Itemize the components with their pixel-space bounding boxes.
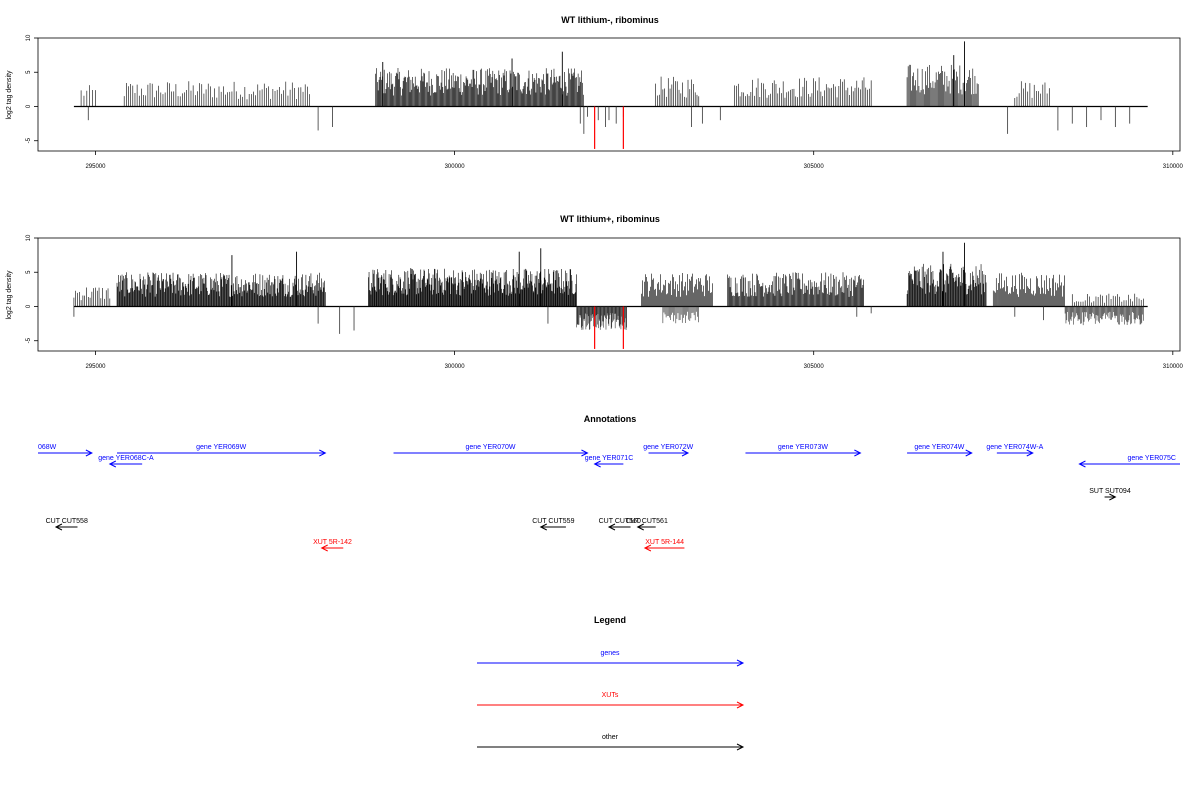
y-axis-label: log2 tag density	[6, 270, 13, 320]
annotation-feature: XUT 5R-142	[313, 539, 352, 552]
annotation-feature: gene YER073W	[745, 444, 862, 457]
feature-arrow-head	[854, 449, 862, 457]
feature-label: XUT 5R-144	[645, 539, 684, 546]
annotation-feature: SUT SUT094	[1089, 488, 1131, 501]
signal-bars	[73, 242, 1148, 349]
feature-arrow-head	[1078, 460, 1086, 468]
x-tick-label: 310000	[1163, 364, 1184, 370]
annotation-feature: 068W	[38, 444, 93, 457]
legend-label: other	[602, 734, 619, 741]
x-tick-label: 295000	[85, 364, 106, 370]
plot-frame	[37, 237, 1181, 352]
feature-label: gene YER071C	[585, 455, 634, 462]
axes: 10 5 0 -5 295000 300000 305000 310000	[26, 34, 1183, 170]
feature-label: gene YER068C-A	[98, 455, 154, 462]
legend-title: Legend	[594, 615, 626, 625]
feature-arrow-head	[965, 449, 973, 457]
y-tick-label: 5	[26, 70, 32, 74]
feature-label: gene YER070W	[465, 444, 515, 451]
annotation-feature: gene YER074W	[907, 444, 973, 457]
feature-label: gene YER069W	[196, 444, 246, 451]
feature-arrow-head	[607, 523, 616, 531]
axes: 10 5 0 -5 295000 300000 305000 310000	[26, 234, 1183, 370]
x-tick-label: 295000	[85, 164, 106, 170]
track-panel-lithium-minus: WT lithium-, ribominus 10 5 0 -5 295000 30000…	[6, 15, 1183, 170]
legend: Legend genes XUTs other	[477, 615, 745, 751]
feature-label: gene YER073W	[778, 444, 828, 451]
signal-bars	[73, 41, 1148, 149]
feature-arrow-head	[1026, 449, 1034, 457]
y-tick-label: -5	[26, 337, 32, 343]
feature-arrow-head	[539, 523, 547, 531]
feature-label: gene YER074W-A	[986, 444, 1043, 451]
annotation-feature: gene YER072W	[643, 444, 694, 457]
feature-arrow-head	[581, 449, 589, 457]
feature-label: gene YER074W	[914, 444, 964, 451]
legend-arrow-head	[736, 701, 745, 709]
y-tick-label: 10	[26, 234, 32, 241]
legend-label: genes	[600, 650, 620, 657]
x-tick-label: 300000	[445, 164, 466, 170]
y-tick-label: -5	[26, 137, 32, 143]
x-tick-label: 300000	[445, 364, 466, 370]
annotation-feature: CUT CUT558	[46, 518, 88, 531]
x-tick-label: 310000	[1163, 164, 1184, 170]
annotation-features: 068W gene YER068C-A gene YER069W gene YER07…	[38, 444, 1180, 552]
feature-arrow-head	[54, 523, 63, 531]
annotation-feature: XUT 5R-144	[643, 539, 685, 552]
legend-label: XUTs	[602, 692, 619, 699]
feature-arrow-head	[319, 449, 327, 457]
feature-arrow-head	[593, 460, 601, 468]
feature-arrow-head	[681, 449, 690, 457]
annotation-feature: gene YER070W	[393, 444, 589, 457]
legend-item: genes	[477, 650, 745, 667]
annotation-feature: gene YER074W-A	[986, 444, 1044, 457]
legend-arrow-head	[736, 659, 745, 667]
annotation-feature: gene YER068C-A	[98, 455, 154, 468]
feature-arrow-head	[1109, 493, 1117, 501]
feature-label: CUT CUT561	[626, 518, 668, 525]
annotations-title: Annotations	[584, 414, 637, 424]
feature-label: CUT CUT559	[532, 518, 574, 525]
track-title-lithium-minus: WT lithium-, ribominus	[561, 15, 659, 25]
y-tick-label: 10	[26, 34, 32, 41]
legend-arrow-head	[736, 743, 745, 751]
feature-label: gene YER075C	[1127, 455, 1176, 462]
annotations-panel: Annotations 068W gene YER068C-A gene YER06…	[38, 414, 1180, 552]
annotation-feature: gene YER075C	[1078, 455, 1180, 468]
track-title-lithium-plus: WT lithium+, ribominus	[560, 214, 660, 224]
annotation-feature: gene YER069W	[117, 444, 327, 457]
feature-label: SUT SUT094	[1089, 488, 1131, 495]
y-axis-label: log2 tag density	[6, 70, 13, 120]
annotation-feature: CUT CUT561	[626, 518, 668, 531]
feature-label: gene YER072W	[643, 444, 693, 451]
y-tick-label: 5	[26, 270, 32, 274]
feature-arrow-head	[320, 544, 328, 552]
feature-arrow-head	[108, 460, 117, 468]
annotation-feature: CUT CUT560	[599, 518, 641, 531]
feature-label: 068W	[38, 444, 57, 451]
feature-label: XUT 5R-142	[313, 539, 352, 546]
y-tick-label: 0	[26, 104, 32, 108]
feature-arrow-head	[636, 523, 644, 531]
feature-arrow-head	[643, 544, 652, 552]
feature-arrow-head	[85, 449, 93, 457]
plot-frame	[37, 37, 1181, 152]
legend-item: XUTs	[477, 692, 745, 709]
feature-label: CUT CUT560	[599, 518, 641, 525]
feature-label: CUT CUT558	[46, 518, 88, 525]
x-tick-label: 305000	[804, 364, 825, 370]
track-panel-lithium-plus: WT lithium+, ribominus 10 5 0 -5 295000 30000…	[6, 214, 1183, 370]
legend-item: other	[477, 734, 745, 751]
annotation-feature: gene YER071C	[585, 455, 634, 468]
annotation-feature: CUT CUT559	[532, 518, 575, 531]
x-tick-label: 305000	[804, 164, 825, 170]
legend-items: genes XUTs other	[477, 650, 745, 751]
y-tick-label: 0	[26, 304, 32, 308]
